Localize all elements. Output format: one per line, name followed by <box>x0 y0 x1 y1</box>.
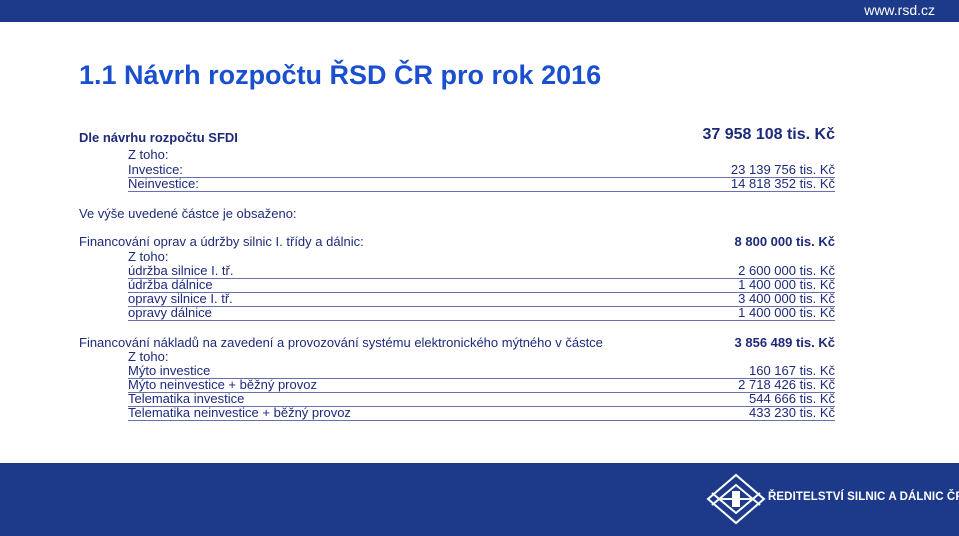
website-url[interactable]: www.rsd.cz <box>864 2 935 18</box>
row-underline <box>128 406 835 407</box>
toll-value: 3 856 489 tis. Kč <box>734 335 835 350</box>
row-underline <box>128 306 835 307</box>
maintenance-item-label: opravy silnice I. tř. <box>128 291 233 306</box>
maintenance-item-value: 2 600 000 tis. Kč <box>738 263 835 278</box>
toll-label: Financování nákladů na zavedení a provoz… <box>79 335 603 350</box>
included-note: Ve výše uvedené částce je obsaženo: <box>79 206 297 221</box>
toll-item-value: 544 666 tis. Kč <box>749 391 835 406</box>
maintenance-item-label: údržba dálnice <box>128 277 213 292</box>
sfdi-sub-label: Z toho: <box>128 147 169 162</box>
toll-sub-label: Z toho: <box>128 349 169 364</box>
sfdi-neinvestice-label: Neinvestice: <box>128 176 199 191</box>
sfdi-value: 37 958 108 tis. Kč <box>702 126 835 143</box>
maintenance-label: Financování oprav a údržby silnic I. tří… <box>79 234 364 249</box>
rsd-logo-icon <box>706 473 766 525</box>
sfdi-neinvestice-value: 14 818 352 tis. Kč <box>730 176 835 191</box>
top-bar: www.rsd.cz <box>0 0 959 22</box>
row-underline <box>128 320 835 321</box>
row-underline <box>128 378 835 379</box>
sfdi-label: Dle návrhu rozpočtu SFDI <box>79 130 238 145</box>
maintenance-item-value: 3 400 000 tis. Kč <box>738 291 835 306</box>
maintenance-sub-label: Z toho: <box>128 249 169 264</box>
toll-item-value: 160 167 tis. Kč <box>749 363 835 378</box>
maintenance-item-value: 1 400 000 tis. Kč <box>738 277 835 292</box>
row-underline <box>128 191 835 192</box>
footer-bar <box>0 463 959 536</box>
row-underline <box>128 278 835 279</box>
row-underline <box>128 392 835 393</box>
row-underline <box>128 292 835 293</box>
sfdi-investice-label: Investice: <box>128 162 183 177</box>
toll-item-label: Telematika investice <box>128 391 245 406</box>
toll-item-label: Mýto neinvestice + běžný provoz <box>128 377 317 392</box>
page-title: 1.1 Návrh rozpočtu ŘSD ČR pro rok 2016 <box>79 60 602 90</box>
toll-item-label: Telematika neinvestice + běžný provoz <box>128 405 351 420</box>
toll-item-value: 2 718 426 tis. Kč <box>738 377 835 392</box>
maintenance-item-value: 1 400 000 tis. Kč <box>738 305 835 320</box>
toll-item-label: Mýto investice <box>128 363 211 378</box>
row-underline <box>128 177 835 178</box>
logo-text: ŘEDITELSTVÍ SILNIC A DÁLNIC ČR <box>768 491 959 503</box>
row-underline <box>128 420 835 421</box>
toll-item-value: 433 230 tis. Kč <box>749 405 835 420</box>
sfdi-investice-value: 23 139 756 tis. Kč <box>730 162 835 177</box>
maintenance-value: 8 800 000 tis. Kč <box>734 234 835 249</box>
maintenance-item-label: opravy dálnice <box>128 305 212 320</box>
maintenance-item-label: údržba silnice I. tř. <box>128 263 234 278</box>
